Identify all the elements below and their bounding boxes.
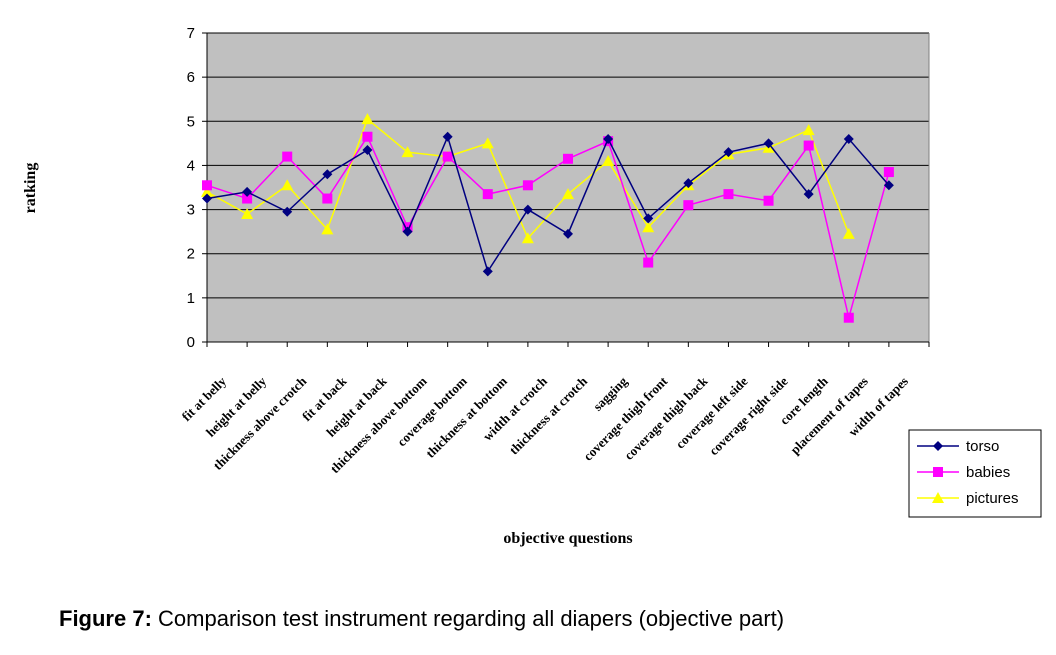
data-point (321, 223, 334, 235)
plot-area (207, 33, 929, 342)
data-point (763, 138, 774, 149)
data-point (481, 137, 494, 149)
data-point (201, 185, 213, 197)
series-line (206, 135, 890, 318)
data-point (933, 441, 943, 451)
y-tick-label: 4 (187, 157, 195, 174)
legend-label: babies (966, 464, 1010, 481)
x-tick-label: coverage bottom (394, 373, 470, 449)
data-point (563, 228, 573, 239)
data-point (643, 213, 654, 224)
y-tick-label: 3 (187, 202, 195, 219)
data-point (723, 147, 734, 158)
data-point (603, 133, 614, 144)
data-point (723, 189, 734, 200)
series-line (206, 134, 890, 274)
y-tick-label: 2 (187, 246, 195, 263)
legend: torso babies pictures (908, 429, 1042, 518)
data-point (202, 180, 212, 191)
data-point (442, 131, 453, 142)
data-point (482, 266, 493, 277)
data-point (642, 221, 655, 233)
data-point (242, 193, 253, 204)
data-point (843, 312, 854, 323)
data-point (282, 206, 293, 217)
data-point (683, 178, 694, 189)
y-tick-label: 5 (187, 113, 195, 130)
x-axis-title: objective questions (503, 530, 632, 547)
series-torso (202, 131, 894, 277)
y-tick-label: 7 (187, 25, 195, 42)
data-point (883, 180, 894, 191)
data-point (522, 204, 533, 215)
data-point (802, 124, 815, 136)
data-point (362, 131, 373, 142)
data-point (401, 146, 414, 158)
legend-label: pictures (966, 490, 1019, 507)
y-axis-title: ratking (22, 163, 39, 214)
y-tick-label: 1 (187, 290, 195, 307)
gridlines (207, 32, 930, 342)
data-point (521, 232, 534, 244)
data-point (933, 467, 943, 477)
legend-label: torso (966, 438, 999, 455)
data-point (241, 207, 254, 219)
data-point (202, 193, 212, 204)
data-point (563, 153, 573, 164)
data-point (282, 151, 293, 162)
data-point (643, 257, 654, 268)
series-group (201, 113, 894, 323)
data-point (322, 169, 333, 180)
data-point (843, 133, 854, 144)
data-point (361, 113, 374, 125)
legend-item-pictures: pictures (917, 490, 1019, 507)
y-tick-label: 6 (187, 69, 195, 86)
data-point (482, 189, 493, 200)
data-point (683, 200, 694, 211)
caption-text: Comparison test instrument regarding all… (151, 606, 785, 631)
data-point (932, 492, 944, 503)
data-point (281, 179, 294, 191)
legend-item-babies: babies (917, 464, 1010, 481)
data-point (883, 167, 894, 178)
legend-box (908, 429, 1042, 518)
data-point (763, 195, 774, 206)
data-point (562, 188, 574, 200)
data-point (522, 180, 533, 191)
data-point (442, 151, 453, 162)
data-point (803, 140, 814, 151)
y-axis-ticks: 0 1 2 3 4 5 6 7 (187, 25, 207, 351)
caption-label: Figure 7: (59, 606, 152, 631)
data-point (322, 193, 333, 204)
figure-caption: Figure 7: Comparison test instrument reg… (59, 606, 784, 632)
y-tick-label: 0 (187, 334, 195, 351)
data-point (362, 144, 373, 155)
legend-item-torso: torso (917, 438, 999, 455)
data-point (242, 186, 253, 197)
data-point (842, 227, 855, 239)
data-point (402, 226, 413, 237)
x-tick-label: coverage left side (673, 373, 751, 451)
data-point (803, 189, 814, 200)
data-point (602, 155, 615, 167)
